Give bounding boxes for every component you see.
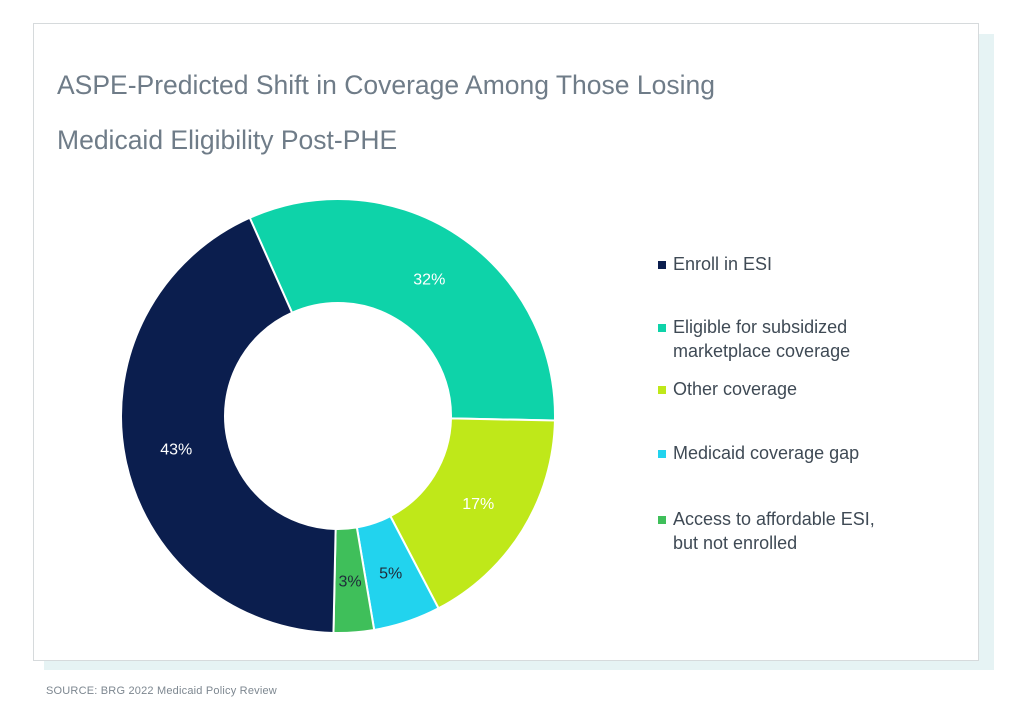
- donut-slice: [120, 216, 337, 634]
- legend-item-enroll-esi: Enroll in ESI: [658, 252, 918, 276]
- legend-swatch: [658, 516, 666, 524]
- legend-item-marketplace: Eligible for subsidized marketplace cove…: [658, 315, 918, 363]
- legend-label: Medicaid coverage gap: [673, 443, 860, 463]
- chart-title: ASPE-Predicted Shift in Coverage Among T…: [57, 58, 817, 168]
- legend-swatch: [658, 324, 666, 332]
- legend-label: Eligible for subsidized marketplace cove…: [673, 317, 851, 361]
- slice-data-label: 43%: [160, 442, 192, 459]
- source-note: SOURCE: BRG 2022 Medicaid Policy Review: [46, 685, 277, 697]
- slice-data-label: 5%: [379, 565, 402, 582]
- legend-label: Enroll in ESI: [673, 254, 773, 274]
- slice-data-label: 3%: [339, 574, 362, 591]
- legend-swatch: [658, 261, 666, 269]
- slice-data-label: 17%: [462, 496, 494, 513]
- donut-slice: [389, 417, 556, 610]
- chart-title-line-1: ASPE-Predicted Shift in Coverage Among T…: [57, 70, 715, 100]
- legend-swatch: [658, 386, 666, 394]
- slice-data-label: 32%: [413, 272, 445, 289]
- legend-label: Access to affordable ESI, but not enroll…: [673, 509, 875, 553]
- legend-item-affordable-esi: Access to affordable ESI, but not enroll…: [658, 507, 918, 555]
- legend-swatch: [658, 450, 666, 458]
- chart-title-line-2: Medicaid Eligibility Post-PHE: [57, 125, 398, 155]
- legend-label: Other coverage: [673, 379, 798, 399]
- legend-item-other-coverage: Other coverage: [658, 377, 918, 401]
- donut-slice: [248, 198, 556, 422]
- legend-item-medicaid-gap: Medicaid coverage gap: [658, 441, 918, 465]
- donut-chart: 32% 17% 5% 3% 43%: [120, 198, 556, 634]
